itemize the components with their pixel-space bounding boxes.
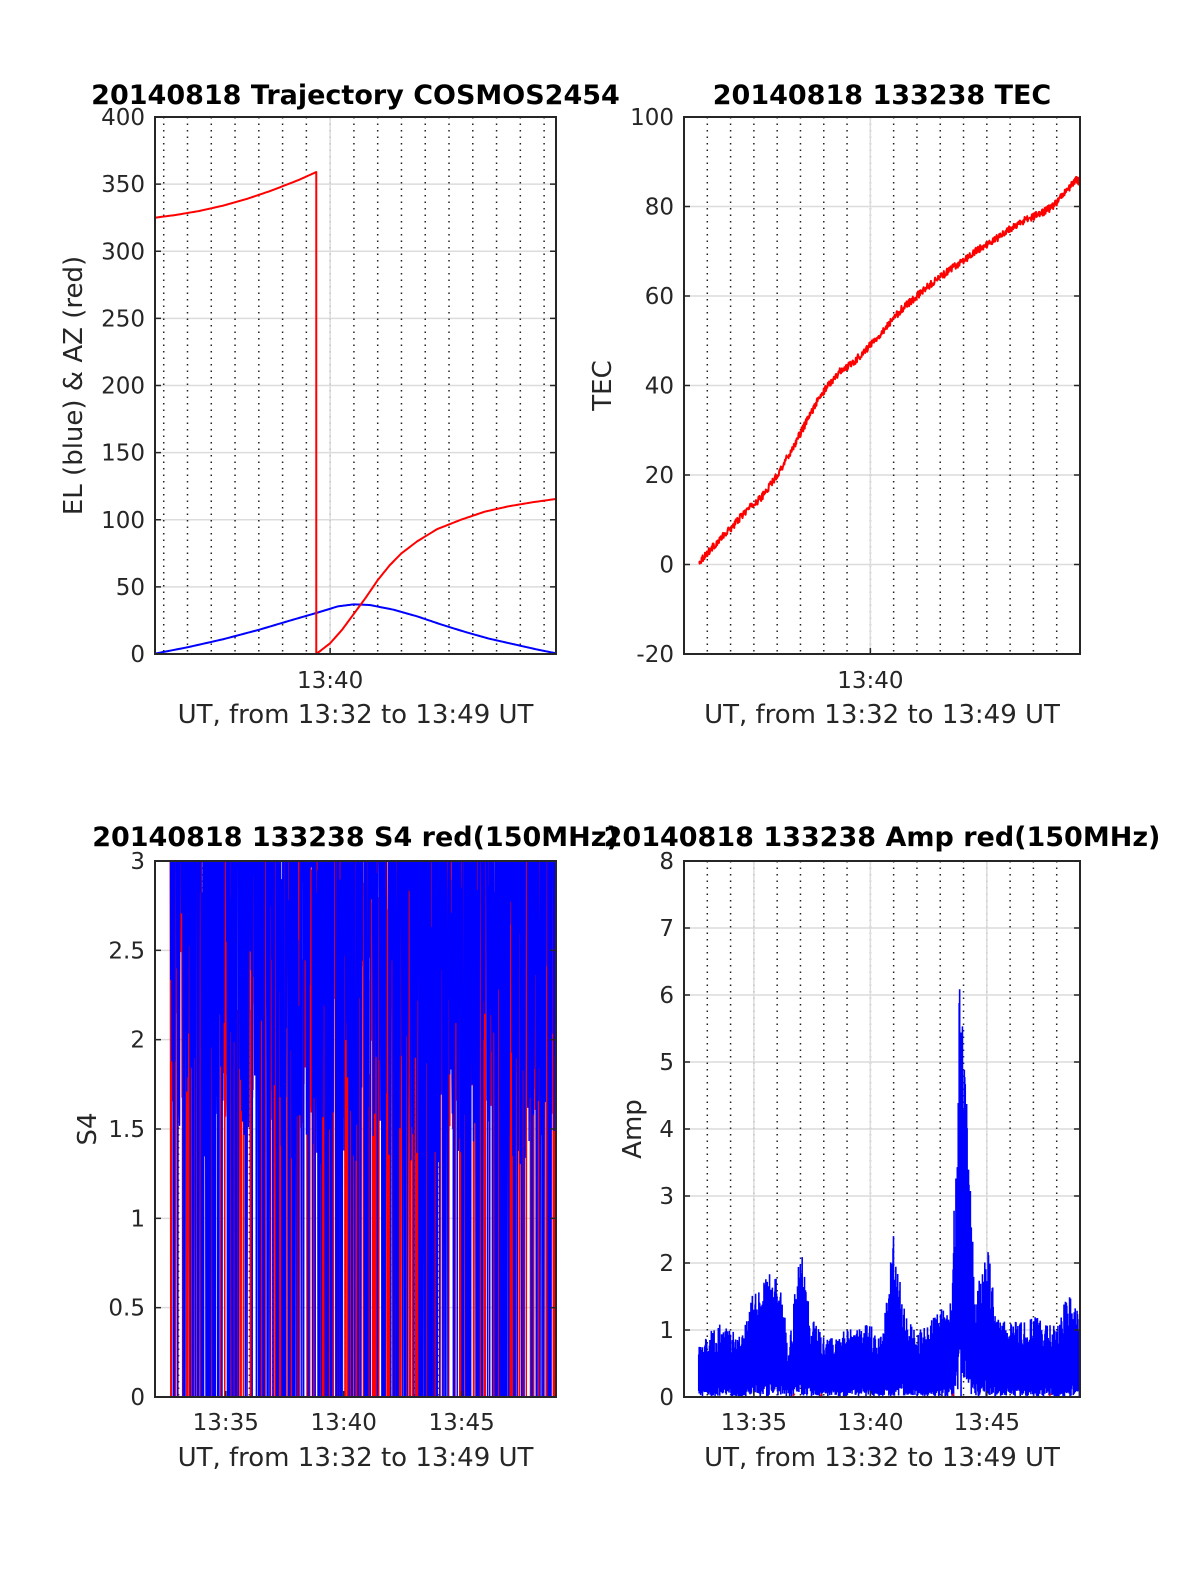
y-tick-label: 150 [101, 441, 145, 467]
y-axis-label: EL (blue) & AZ (red) [59, 256, 89, 515]
y-tick-label: 2.5 [108, 938, 145, 964]
data-layer [169, 861, 556, 1397]
y-tick-label: 0 [659, 1385, 674, 1411]
x-axis-label: UT, from 13:32 to 13:49 UT [704, 700, 1060, 730]
panel-2: -20 0 20 40 60 80 100 13:40 20140818 133238 TEC U… [588, 80, 1081, 730]
y-tick-label: 1 [659, 1318, 674, 1344]
chart-title: 20140818 Trajectory COSMOS2454 [91, 80, 620, 111]
x-axis-label: UT, from 13:32 to 13:49 UT [178, 700, 534, 730]
y-tick-label: 60 [645, 284, 674, 310]
y-tick-label: 1.5 [108, 1117, 145, 1143]
x-tick-label: 13:45 [954, 1410, 1020, 1436]
series-amp-spikes [697, 989, 1080, 1397]
panel-3: 0 0.5 1 1.5 2 2.5 3 13:35 13:40 13:45 20140818 133… [73, 822, 619, 1473]
y-tick-label: 4 [659, 1117, 674, 1143]
y-tick-label: 3 [659, 1184, 674, 1210]
panel-1: 0 50 100 150 200 250 300 350 400 13:40 20140818 Tr… [59, 80, 620, 730]
x-tick-label: 13:40 [837, 668, 903, 694]
x-tick-label: 13:40 [837, 1410, 903, 1436]
series-s4-blue [169, 861, 556, 1397]
series-line-2 [155, 171, 556, 654]
y-tick-label: 100 [630, 105, 674, 131]
y-axis-label: Amp [618, 1099, 648, 1159]
x-tick-label: 13:45 [428, 1410, 494, 1436]
y-tick-label: 0 [130, 1385, 145, 1411]
y-tick-label: 100 [101, 508, 145, 534]
x-tick-label: 13:35 [193, 1410, 259, 1436]
y-tick-label: 0.5 [108, 1296, 145, 1322]
chart-title: 20140818 133238 Amp red(150MHz) [604, 822, 1161, 853]
y-tick-label: 1 [130, 1206, 145, 1232]
x-tick-label: 13:40 [297, 668, 363, 694]
x-axis-label: UT, from 13:32 to 13:49 UT [178, 1443, 534, 1473]
panel-4: 0 1 2 3 4 5 6 7 8 13:35 13:40 13:45 20140818 133238 … [604, 822, 1161, 1473]
data-layer [698, 175, 1080, 565]
y-tick-label: 0 [659, 553, 674, 579]
chart-title: 20140818 133238 TEC [713, 80, 1052, 111]
y-tick-label: 50 [116, 575, 145, 601]
series-line-1 [698, 175, 1080, 565]
data-layer [155, 171, 556, 654]
y-tick-label: 200 [101, 374, 145, 400]
y-tick-label: -20 [636, 642, 674, 668]
y-tick-label: 2 [659, 1251, 674, 1277]
x-tick-label: 13:35 [721, 1410, 787, 1436]
y-tick-label: 400 [101, 105, 145, 131]
y-axis-label: S4 [73, 1112, 103, 1145]
chart-title: 20140818 133238 S4 red(150MHz) [92, 822, 619, 853]
y-tick-label: 3 [130, 849, 145, 875]
y-tick-label: 6 [659, 983, 674, 1009]
x-tick-label: 13:40 [311, 1410, 377, 1436]
y-tick-label: 8 [659, 849, 674, 875]
y-axis-label: TEC [588, 360, 618, 411]
y-tick-label: 20 [645, 463, 674, 489]
y-tick-label: 5 [659, 1050, 674, 1076]
y-tick-label: 7 [659, 916, 674, 942]
x-axis-label: UT, from 13:32 to 13:49 UT [704, 1443, 1060, 1473]
y-tick-label: 80 [645, 195, 674, 221]
y-tick-label: 250 [101, 306, 145, 332]
y-tick-label: 0 [130, 642, 145, 668]
y-tick-label: 2 [130, 1028, 145, 1054]
y-tick-label: 300 [101, 239, 145, 265]
y-tick-label: 40 [645, 374, 674, 400]
series-line-1 [155, 603, 556, 654]
y-tick-label: 350 [101, 172, 145, 198]
